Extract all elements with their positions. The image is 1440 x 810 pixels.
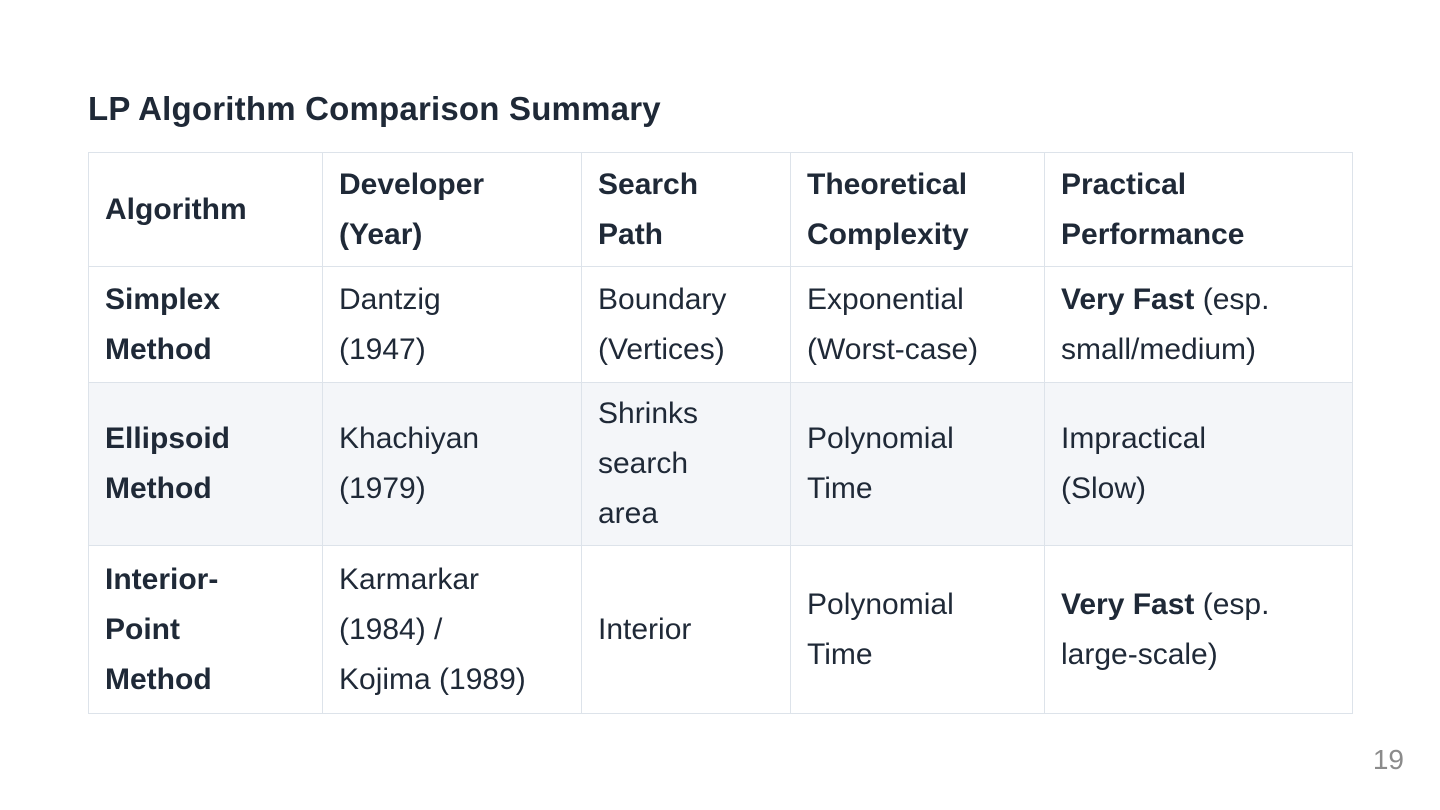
column-header-algorithm: Algorithm [88,152,323,267]
performance-emphasis: Very Fast [1061,587,1195,621]
cell-simplex-algorithm: Simplex Method [88,266,323,383]
cell-simplex-developer: Dantzig (1947) [322,266,582,383]
column-header-practical-performance: Practical Performance [1044,152,1353,267]
performance-detail: (esp. small/medium) [1061,282,1270,366]
table-row-ellipsoid: Ellipsoid Method Khachiyan (1979) Shrink… [88,382,1353,546]
column-header-developer-year: Developer (Year) [322,152,582,267]
performance-detail: Impractical (Slow) [1061,422,1207,505]
cell-interior-point-complexity: Polynomial Time [790,545,1045,714]
cell-simplex-complexity: Exponential (Worst-case) [790,266,1045,383]
cell-ellipsoid-complexity: Polynomial Time [790,382,1045,546]
page-title: LP Algorithm Comparison Summary [88,90,661,127]
table-row-interior-point: Interior- Point Method Karmarkar (1984) … [88,545,1353,714]
page-number: 19 [1372,744,1404,775]
cell-ellipsoid-performance: Impractical (Slow) [1044,382,1353,546]
cell-interior-point-algorithm: Interior- Point Method [88,545,323,714]
cell-simplex-performance: Very Fast (esp. small/medium) [1044,266,1353,383]
algorithm-comparison-table: Algorithm Developer (Year) Search Path T… [88,152,1353,714]
table-row-simplex: Simplex Method Dantzig (1947) Boundary (… [88,266,1353,383]
table-header-row: Algorithm Developer (Year) Search Path T… [88,152,1353,267]
cell-ellipsoid-algorithm: Ellipsoid Method [88,382,323,546]
performance-emphasis: Very Fast [1061,282,1195,316]
cell-ellipsoid-search-path: Shrinks search area [581,382,791,546]
cell-interior-point-search-path: Interior [581,545,791,714]
performance-detail: (esp. large-scale) [1061,587,1270,671]
cell-interior-point-performance: Very Fast (esp. large-scale) [1044,545,1353,714]
cell-ellipsoid-developer: Khachiyan (1979) [322,382,582,546]
column-header-search-path: Search Path [581,152,791,267]
cell-simplex-search-path: Boundary (Vertices) [581,266,791,383]
column-header-theoretical-complexity: Theoretical Complexity [790,152,1045,267]
cell-interior-point-developer: Karmarkar (1984) / Kojima (1989) [322,545,582,714]
